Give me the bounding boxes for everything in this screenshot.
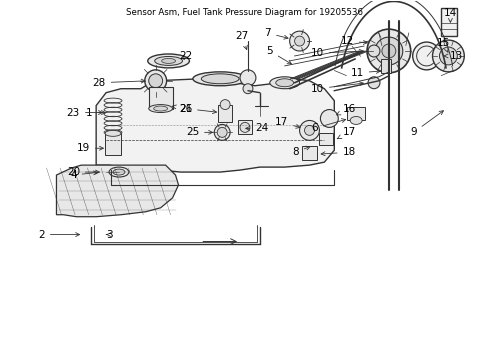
- Text: 10: 10: [310, 82, 363, 94]
- Ellipse shape: [148, 74, 163, 88]
- Ellipse shape: [147, 54, 189, 68]
- Circle shape: [367, 45, 379, 57]
- Text: 9: 9: [409, 111, 443, 138]
- Bar: [380, 59, 390, 73]
- Circle shape: [374, 37, 402, 65]
- Bar: [148, 87, 172, 109]
- Ellipse shape: [192, 72, 247, 86]
- Ellipse shape: [144, 70, 166, 92]
- Circle shape: [320, 109, 338, 127]
- Circle shape: [240, 70, 255, 86]
- Circle shape: [439, 47, 456, 65]
- Text: 16: 16: [336, 104, 355, 115]
- Text: 24: 24: [245, 123, 268, 134]
- Text: 15: 15: [436, 38, 449, 52]
- Text: 13: 13: [443, 51, 462, 61]
- Circle shape: [217, 127, 226, 137]
- Text: 21: 21: [172, 104, 192, 113]
- Text: 14: 14: [443, 8, 456, 22]
- Circle shape: [381, 44, 395, 58]
- Text: 12: 12: [340, 36, 366, 46]
- Bar: [346, 107, 365, 121]
- Ellipse shape: [275, 79, 293, 87]
- Ellipse shape: [148, 105, 172, 113]
- Text: 20: 20: [67, 167, 99, 177]
- Bar: [441, 8, 456, 36]
- Polygon shape: [56, 165, 178, 217]
- Polygon shape: [96, 79, 334, 172]
- Text: 27: 27: [235, 31, 248, 49]
- Text: 22: 22: [179, 51, 192, 61]
- Ellipse shape: [214, 125, 230, 140]
- Ellipse shape: [201, 74, 239, 84]
- Circle shape: [366, 29, 410, 73]
- Bar: [105, 133, 121, 155]
- Ellipse shape: [269, 77, 299, 89]
- Ellipse shape: [109, 167, 129, 177]
- Ellipse shape: [412, 42, 440, 70]
- Bar: [218, 105, 232, 122]
- Circle shape: [367, 77, 379, 89]
- Circle shape: [304, 125, 314, 135]
- Text: 5: 5: [266, 46, 291, 64]
- Text: 28: 28: [92, 78, 145, 88]
- Text: 2: 2: [38, 230, 80, 239]
- Text: 25: 25: [185, 127, 212, 138]
- Text: 17: 17: [275, 117, 299, 128]
- Ellipse shape: [153, 106, 167, 111]
- Text: 1: 1: [86, 108, 105, 117]
- Text: 3: 3: [105, 230, 112, 239]
- Bar: [238, 121, 251, 134]
- Bar: [301, 146, 317, 160]
- Circle shape: [432, 40, 463, 72]
- Circle shape: [299, 121, 319, 140]
- Bar: [319, 133, 333, 145]
- Ellipse shape: [113, 169, 124, 175]
- Circle shape: [220, 100, 230, 109]
- Ellipse shape: [162, 58, 175, 63]
- Text: 18: 18: [321, 147, 355, 157]
- Circle shape: [294, 36, 304, 46]
- Text: 8: 8: [292, 146, 309, 157]
- Circle shape: [243, 84, 252, 94]
- Text: 17: 17: [337, 127, 355, 139]
- Text: Sensor Asm, Fuel Tank Pressure Diagram for 19205536: Sensor Asm, Fuel Tank Pressure Diagram f…: [125, 8, 362, 17]
- Text: 7: 7: [264, 28, 287, 39]
- Text: 6: 6: [310, 119, 345, 134]
- Circle shape: [289, 31, 309, 51]
- Ellipse shape: [154, 57, 182, 66]
- Text: 19: 19: [77, 143, 103, 153]
- Ellipse shape: [349, 117, 361, 125]
- Circle shape: [240, 122, 249, 132]
- Text: 10: 10: [310, 48, 363, 58]
- Text: 11: 11: [350, 68, 380, 78]
- Ellipse shape: [105, 130, 121, 136]
- Text: 4: 4: [70, 170, 97, 180]
- Text: 26: 26: [179, 104, 216, 114]
- Text: 23: 23: [66, 108, 102, 117]
